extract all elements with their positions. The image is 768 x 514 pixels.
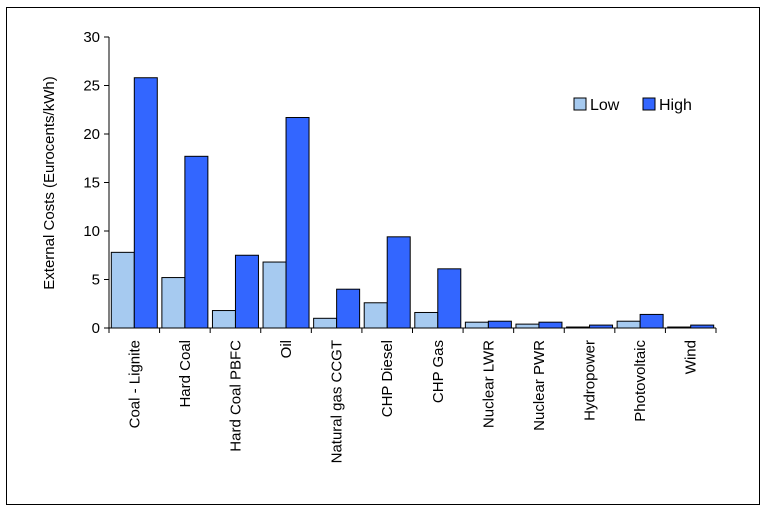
bar-high-0 xyxy=(133,77,158,329)
bar-low-6 xyxy=(414,311,439,329)
bar-low-4 xyxy=(313,317,338,329)
bar-low-8 xyxy=(515,323,540,329)
bar-low-7 xyxy=(464,321,489,329)
y-tick-label: 30 xyxy=(83,29,100,46)
bar-high-3 xyxy=(285,117,310,329)
legend-swatch-high xyxy=(642,97,656,111)
bar-low-1 xyxy=(161,277,186,329)
y-tick-label: 0 xyxy=(92,320,100,337)
y-tick-label: 10 xyxy=(83,223,100,240)
bar-low-3 xyxy=(262,261,287,329)
x-tick-label: Hard Coal PBFC xyxy=(227,340,244,452)
x-tick-label: CHP Diesel xyxy=(379,340,396,417)
x-tick-label: Hard Coal xyxy=(177,340,194,408)
bar-high-7 xyxy=(487,320,512,329)
x-tick-label: Coal - Lignite xyxy=(126,340,143,428)
bar-high-4 xyxy=(336,288,361,329)
legend-label-low: Low xyxy=(590,97,620,114)
bar-high-6 xyxy=(437,268,462,329)
x-tick-label: Oil xyxy=(278,340,295,358)
y-tick-label: 25 xyxy=(83,78,100,95)
bar-low-5 xyxy=(363,302,388,329)
x-tick-label: Hydropower xyxy=(582,340,599,421)
bar-high-1 xyxy=(184,155,209,329)
legend-swatch-low xyxy=(573,97,587,111)
x-tick-label: Nuclear PWR xyxy=(531,340,548,431)
x-tick-label: Natural gas CCGT xyxy=(329,340,346,463)
y-tick-label: 15 xyxy=(83,175,100,192)
x-tick-label: Wind xyxy=(683,340,700,374)
legend: Low High xyxy=(573,97,692,114)
y-axis-label: External Costs (Eurocents/kWh) xyxy=(41,76,58,289)
y-tick-label: 20 xyxy=(83,126,100,143)
x-tick-label: CHP Gas xyxy=(430,340,447,403)
bar-low-0 xyxy=(110,251,135,329)
legend-label-high: High xyxy=(659,97,692,114)
bar-high-10 xyxy=(639,313,664,329)
bar-low-2 xyxy=(211,310,236,329)
y-tick-label: 5 xyxy=(92,272,100,289)
bar-high-2 xyxy=(234,254,259,329)
x-tick-label: Photovoltaic xyxy=(632,340,649,422)
bar-low-10 xyxy=(616,320,641,329)
bar-high-8 xyxy=(538,321,563,329)
x-tick-label: Nuclear LWR xyxy=(480,340,497,428)
bar-high-5 xyxy=(386,236,411,329)
